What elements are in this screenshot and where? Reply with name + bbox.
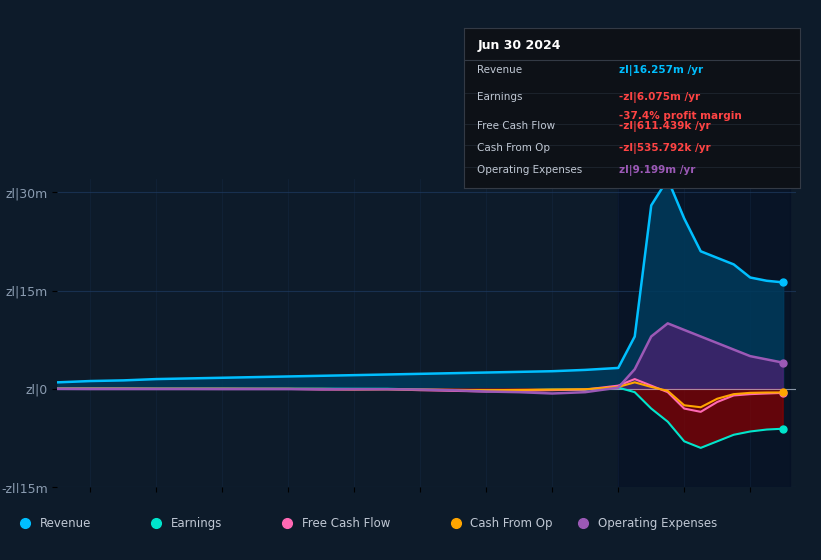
Text: Free Cash Flow: Free Cash Flow: [477, 120, 556, 130]
Text: zl|9.199m /yr: zl|9.199m /yr: [619, 165, 695, 176]
Text: Operating Expenses: Operating Expenses: [598, 516, 717, 530]
Bar: [618, 179, 790, 487]
Text: Revenue: Revenue: [477, 65, 522, 74]
Text: -37.4% profit margin: -37.4% profit margin: [619, 111, 741, 121]
Text: Earnings: Earnings: [171, 516, 222, 530]
Text: Cash From Op: Cash From Op: [470, 516, 553, 530]
Text: Earnings: Earnings: [477, 92, 523, 102]
Text: Jun 30 2024: Jun 30 2024: [477, 39, 561, 52]
Text: -zl|611.439k /yr: -zl|611.439k /yr: [619, 120, 710, 132]
Text: zl|16.257m /yr: zl|16.257m /yr: [619, 65, 703, 76]
Text: -zl|535.792k /yr: -zl|535.792k /yr: [619, 143, 710, 154]
Text: Free Cash Flow: Free Cash Flow: [302, 516, 391, 530]
Text: Cash From Op: Cash From Op: [477, 143, 550, 153]
Text: Operating Expenses: Operating Expenses: [477, 165, 583, 175]
Text: -zl|6.075m /yr: -zl|6.075m /yr: [619, 92, 699, 103]
Text: Revenue: Revenue: [39, 516, 91, 530]
